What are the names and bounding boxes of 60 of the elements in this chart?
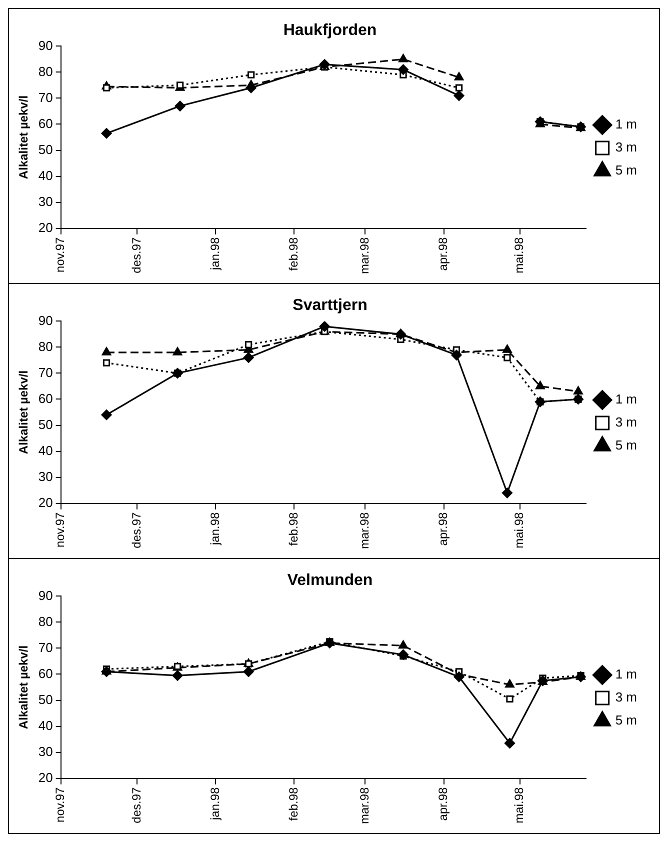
x-tick-label: feb.98: [286, 237, 300, 271]
y-axis-title: Alkalitet µekv/l: [16, 370, 31, 454]
legend-label: 1 m: [615, 392, 637, 407]
x-tick-label: feb.98: [286, 787, 300, 821]
x-tick-label: nov.97: [53, 786, 68, 822]
legend-label: 5 m: [615, 712, 637, 728]
x-tick-label: des.97: [129, 786, 144, 824]
y-tick-label: 20: [38, 770, 53, 785]
y-tick-label: 20: [38, 494, 53, 510]
y-tick-label: 30: [38, 744, 53, 759]
y-tick-label: 30: [38, 194, 53, 209]
x-tick-label: mai.98: [512, 787, 526, 824]
y-tick-label: 40: [38, 718, 53, 733]
x-tick-label: jan.98: [208, 786, 222, 822]
y-tick-label: 60: [38, 116, 53, 131]
y-tick-label: 30: [38, 468, 53, 484]
y-tick-label: 70: [38, 640, 53, 655]
y-tick-label: 20: [38, 220, 53, 235]
x-tick-label: apr.98: [436, 512, 450, 546]
legend-label: 3 m: [615, 414, 637, 430]
x-tick-label: des.97: [129, 236, 144, 274]
x-tick-label: des.97: [129, 512, 144, 548]
y-tick-label: 50: [38, 416, 53, 432]
chart-title: Svarttjern: [292, 297, 368, 314]
y-tick-label: 50: [38, 142, 53, 157]
y-tick-label: 90: [38, 312, 53, 328]
y-tick-label: 50: [38, 692, 53, 707]
y-tick-label: 70: [38, 90, 53, 105]
x-tick-label: mar.98: [358, 786, 372, 824]
x-tick-label: nov.97: [53, 236, 68, 272]
x-tick-label: mai.98: [512, 512, 526, 548]
chart-title: Haukfjorden: [283, 22, 377, 40]
x-tick-label: jan.98: [208, 236, 222, 272]
x-tick-label: mar.98: [358, 236, 372, 274]
x-tick-label: nov.97: [53, 512, 68, 548]
legend-label: 5 m: [615, 162, 637, 178]
y-tick-label: 60: [38, 390, 53, 406]
x-tick-label: apr.98: [436, 237, 450, 271]
y-tick-label: 80: [38, 338, 53, 354]
x-tick-label: apr.98: [436, 787, 450, 821]
x-tick-label: feb.98: [286, 512, 300, 546]
y-axis-title: Alkalitet µekv/l: [16, 95, 31, 180]
x-tick-label: mai.98: [512, 237, 526, 274]
legend-label: 5 m: [615, 438, 637, 453]
chart-title: Velmunden: [287, 572, 373, 590]
legend-label: 1 m: [615, 666, 637, 682]
y-tick-label: 70: [38, 364, 53, 380]
y-tick-label: 40: [38, 168, 53, 183]
y-tick-label: 80: [38, 64, 53, 79]
y-tick-label: 40: [38, 442, 53, 458]
y-tick-label: 90: [38, 38, 53, 53]
y-tick-label: 90: [38, 588, 53, 603]
y-tick-label: 60: [38, 666, 53, 681]
legend-label: 1 m: [615, 116, 637, 132]
legend-label: 3 m: [615, 140, 637, 155]
legend-label: 3 m: [615, 690, 637, 705]
x-tick-label: mar.98: [358, 512, 372, 549]
x-tick-label: jan.98: [208, 512, 222, 546]
y-axis-title: Alkalitet µekv/l: [16, 645, 31, 730]
y-tick-label: 80: [38, 614, 53, 629]
